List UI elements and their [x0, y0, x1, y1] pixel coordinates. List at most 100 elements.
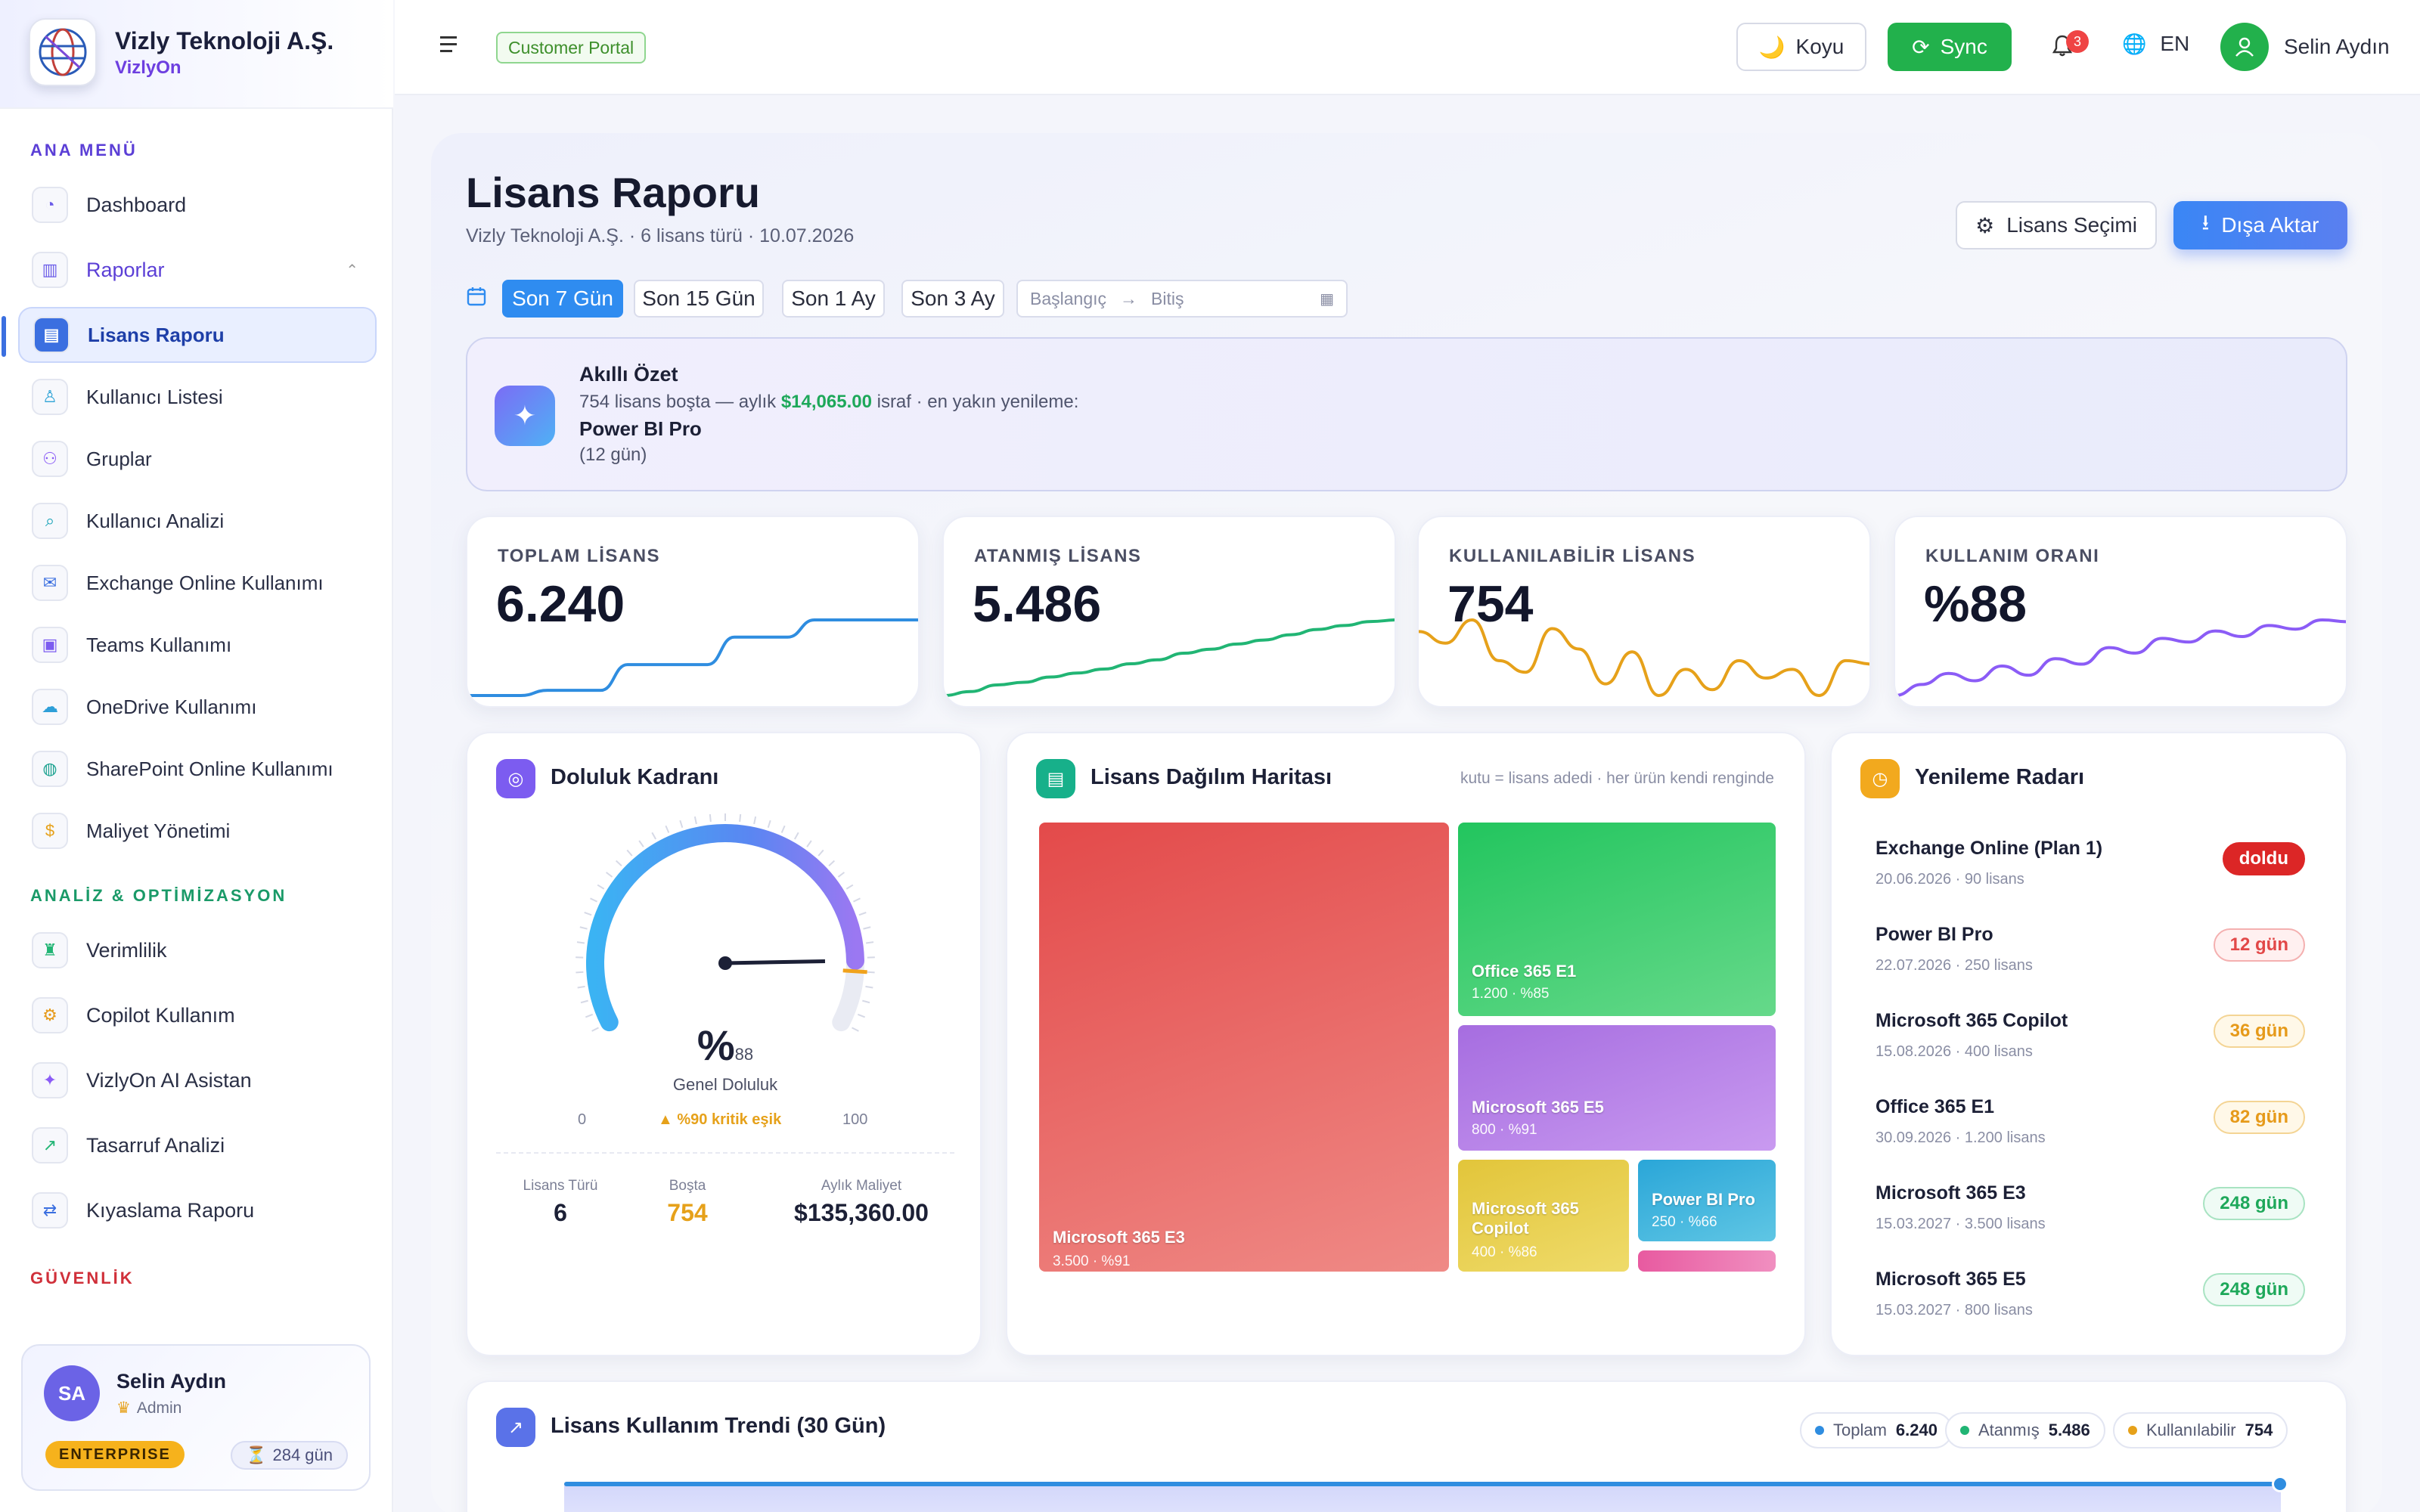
sparkline-path: [1419, 618, 1869, 698]
theme-toggle-button[interactable]: 🌙 Koyu: [1736, 23, 1866, 71]
treemap-cell[interactable]: [1638, 1250, 1776, 1272]
renewal-row[interactable]: Office 365 E1 30.09.2026 · 1.200 lisans 82…: [1832, 1090, 2349, 1166]
sidebar-item-label: VizlyOn AI Asistan: [86, 1068, 252, 1092]
gauge-tick: [863, 926, 871, 930]
treemap-cell[interactable]: Power BI Pro 250 · %66: [1638, 1160, 1776, 1241]
trend-legend-item[interactable]: Toplam 6.240: [1800, 1412, 1953, 1448]
gauge-threshold-marker: [842, 968, 867, 974]
gauge-caption: Genel Doluluk: [672, 1075, 778, 1094]
sparkline-path: [944, 618, 1395, 697]
legend-value: 6.240: [1895, 1421, 1938, 1439]
renewal-badge: 12 gün: [2213, 928, 2305, 962]
crown-icon: ♛: [116, 1399, 131, 1417]
trend-card: ↗ Lisans Kullanım Trendi (30 Gün) Toplam…: [466, 1380, 2347, 1512]
sidebar-item-label: Kullanıcı Analizi: [86, 509, 225, 532]
gauge-tick: [753, 816, 757, 825]
sidebar-item-dashboard[interactable]: ◔ Dashboard: [18, 177, 377, 233]
treemap-cell-sub: 3.500 · %91: [1053, 1253, 1131, 1269]
kpi-value: 754: [1447, 575, 1534, 633]
date-range-picker[interactable]: Başlangıç → Bitiş ▦: [1016, 280, 1348, 318]
sidebar-item-report-4[interactable]: ✉ Exchange Online Kullanımı: [18, 555, 377, 611]
sidebar-item-analysis-4[interactable]: ⇄ Kıyaslama Raporu: [18, 1182, 377, 1238]
notification-button[interactable]: 3: [2051, 30, 2089, 64]
gauge-tick: [780, 825, 786, 833]
renewal-row[interactable]: Exchange Online (Plan 1) 20.06.2026 · 90 …: [1832, 832, 2349, 907]
avatar: SA: [44, 1365, 100, 1421]
language-label: EN: [2160, 32, 2190, 55]
brand-name: Vizly Teknoloji A.Ş.: [115, 27, 334, 54]
treemap-cell-name: Microsoft 365 Copilot: [1472, 1199, 1579, 1238]
renewal-row[interactable]: Microsoft 365 Copilot 15.08.2026 · 400 li…: [1832, 1004, 2349, 1080]
language-selector[interactable]: 🌐 EN: [2122, 32, 2189, 56]
renewal-badge: 36 gün: [2213, 1015, 2305, 1048]
sidebar-item-analysis-1[interactable]: ⚙ Copilot Kullanım: [18, 987, 377, 1043]
sync-button[interactable]: ⟳ Sync: [1888, 23, 2012, 71]
gauge-threshold-text: %90 kritik eşik: [677, 1111, 782, 1128]
gauge-hub: [718, 956, 732, 970]
user-menu[interactable]: Selin Aydın: [2220, 23, 2390, 71]
renewal-sub: 22.07.2026 · 250 lisans: [1876, 957, 2033, 974]
sidebar-item-label: Teams Kullanımı: [86, 633, 232, 656]
treemap-cell[interactable]: Microsoft 365 E5 800 · %91: [1458, 1025, 1776, 1151]
sidebar-item-analysis-3[interactable]: ↗ Tasarruf Analizi: [18, 1117, 377, 1173]
kpi-label: KULLANILABİLİR LİSANS: [1449, 546, 1696, 566]
renewal-row[interactable]: Microsoft 365 E5 15.03.2027 · 800 lisans 2…: [1832, 1263, 2349, 1338]
download-icon: ⭳: [2201, 211, 2210, 234]
range-button-15d[interactable]: Son 15 Gün: [634, 280, 764, 318]
date-end-field[interactable]: Bitiş: [1151, 288, 1184, 308]
range-button-1m[interactable]: Son 1 Ay: [782, 280, 885, 318]
sidebar-item-analysis-2[interactable]: ✦ VizlyOn AI Asistan: [18, 1052, 377, 1108]
date-start-field[interactable]: Başlangıç: [1030, 288, 1107, 308]
sidebar-item-report-0[interactable]: ▤ Lisans Raporu: [2, 307, 377, 363]
gauge-tick: [584, 911, 592, 916]
sidebar-item-raporlar[interactable]: ▥ Raporlar ⌃: [18, 242, 377, 298]
globe-icon: ◍: [32, 751, 68, 787]
trophy-icon: ♜: [32, 932, 68, 968]
sidebar-item-report-5[interactable]: ▣ Teams Kullanımı: [18, 617, 377, 673]
calendar-icon: [467, 287, 486, 306]
sidebar-item-label: Kullanıcı Listesi: [86, 385, 223, 408]
sidebar-item-report-3[interactable]: ⌕ Kullanıcı Analizi: [18, 493, 377, 549]
trend-legend-item[interactable]: Atanmış 5.486: [1945, 1412, 2105, 1448]
gauge-tick: [837, 872, 845, 878]
export-label: Dışa Aktar: [2221, 213, 2319, 237]
license-select-button[interactable]: ⚙ Lisans Seçimi: [1956, 201, 2157, 249]
trend-legend-item[interactable]: Kullanılabilir 754: [2113, 1412, 2288, 1448]
sparkline-path: [467, 618, 918, 697]
export-button[interactable]: ⭳ Dışa Aktar: [2173, 201, 2347, 249]
renewal-name: Power BI Pro: [1876, 924, 1993, 945]
user-menu-name: Selin Aydın: [2284, 35, 2390, 58]
treemap-cell[interactable]: Microsoft 365 E3 3.500 · %91: [1039, 823, 1449, 1272]
robot-icon: ⚙: [32, 997, 68, 1033]
treemap-cell[interactable]: Microsoft 365 Copilot 400 · %86: [1458, 1160, 1629, 1272]
sidebar-item-report-6[interactable]: ☁ OneDrive Kullanımı: [18, 679, 377, 735]
renewal-row[interactable]: Power BI Pro 22.07.2026 · 250 lisans 12 gü…: [1832, 918, 2349, 993]
dashboard-icon: ◔: [32, 187, 68, 223]
sidebar-item-report-7[interactable]: ◍ SharePoint Online Kullanımı: [18, 741, 377, 797]
sparkle-icon: ✦: [495, 386, 555, 446]
gauge-card: ◎ Doluluk Kadranı %88 Genel Doluluk 0 10…: [466, 732, 982, 1356]
sidebar-item-analysis-0[interactable]: ♜ Verimlilik: [18, 922, 377, 978]
treemap-cell[interactable]: Office 365 E1 1.200 · %85: [1458, 823, 1776, 1016]
trend-point: [2272, 1476, 2288, 1492]
menu-toggle-icon[interactable]: [440, 36, 460, 56]
chevron-up-icon[interactable]: ⌃: [346, 262, 358, 279]
sidebar-item-report-8[interactable]: $ Maliyet Yönetimi: [18, 803, 377, 859]
renewal-card: ◷ Yenileme Radarı Exchange Online (Plan …: [1830, 732, 2347, 1356]
range-button-7d[interactable]: Son 7 Gün: [502, 280, 623, 318]
gauge-value-prefix: %: [697, 1021, 735, 1069]
section-title-analysis: ANALİZ & OPTİMİZASYON: [30, 886, 287, 905]
user-card[interactable]: SA Selin Aydın ♛ Admin ENTERPRISE ⏳ 284 …: [21, 1344, 371, 1491]
sidebar-item-report-1[interactable]: ♙ Kullanıcı Listesi: [18, 369, 377, 425]
sidebar-item-report-2[interactable]: ⚇ Gruplar: [18, 431, 377, 487]
legend-value: 5.486: [2048, 1421, 2090, 1439]
sidebar-item-label: Tasarruf Analizi: [86, 1133, 225, 1157]
range-button-3m[interactable]: Son 3 Ay: [901, 280, 1004, 318]
renewal-row[interactable]: Microsoft 365 E3 15.03.2027 · 3.500 lisan…: [1832, 1176, 2349, 1252]
brand-logo[interactable]: [29, 18, 97, 86]
bar-chart-icon: ▥: [32, 252, 68, 288]
treemap-cell-sub: 800 · %91: [1472, 1122, 1537, 1138]
renewal-name: Office 365 E1: [1876, 1096, 1995, 1117]
gauge-chart: [576, 813, 875, 1032]
group-icon: ⚇: [32, 441, 68, 477]
